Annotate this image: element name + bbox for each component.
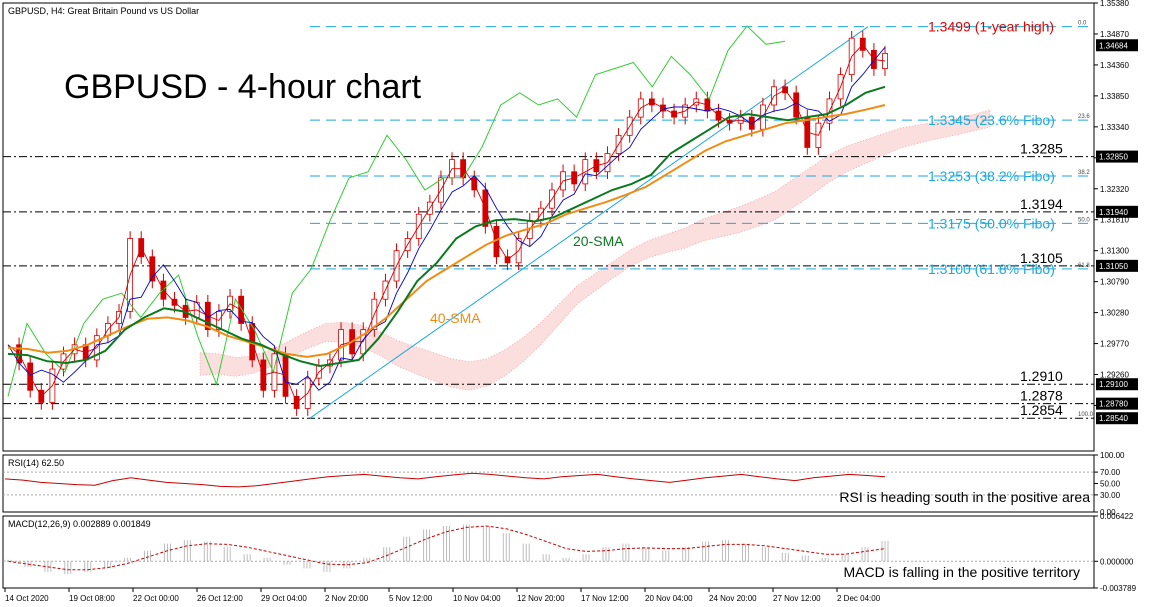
macd-panel-frame xyxy=(2,515,1095,589)
time-axis-label: 19 Oct 08:00 xyxy=(69,594,115,603)
price-tag-label: 1.28780 xyxy=(1099,400,1128,409)
price-axis-label: 1.30280 xyxy=(1100,309,1129,318)
support-level-label: 1.2910 xyxy=(1020,368,1063,384)
time-axis-label: 2 Dec 04:00 xyxy=(837,594,881,603)
fibo-level-label: 1.3499 (1-year high) xyxy=(928,19,1054,35)
macd-title: MACD(12,26,9) 0.002889 0.001849 xyxy=(8,519,151,529)
price-tag-label: 1.34684 xyxy=(1099,41,1128,50)
price-tag-box xyxy=(1096,39,1138,52)
price-tag-label: 1.28540 xyxy=(1099,414,1128,423)
time-axis-label: 27 Nov 12:00 xyxy=(773,594,821,603)
fibo-level-label: 1.3345 (23.6% Fibo) xyxy=(928,112,1055,128)
price-tag-box xyxy=(1096,205,1138,218)
fibo-ratio-tag: 100.0 xyxy=(1078,412,1094,418)
price-axis-label: 1.33340 xyxy=(1100,123,1129,132)
price-tag-box xyxy=(1096,378,1138,391)
symbol-header: GBPUSD, H4: Great Britain Pound vs US Do… xyxy=(8,6,199,16)
sma40-line xyxy=(7,104,886,358)
macd-axis-label: 0.006422 xyxy=(1100,512,1134,521)
price-axis-label: 1.31810 xyxy=(1100,216,1129,225)
fibo-ratio-tag: 38.2 xyxy=(1078,170,1090,176)
support-level-label: 1.2878 xyxy=(1020,388,1063,404)
price-axis-label: 1.34360 xyxy=(1100,61,1129,70)
price-tag-label: 1.31940 xyxy=(1099,208,1128,217)
time-axis-label: 29 Oct 04:00 xyxy=(261,594,307,603)
fibo-ratio-tag: 0.0 xyxy=(1078,21,1087,27)
price-axis-label: 1.34870 xyxy=(1100,30,1129,39)
price-axis-label: 1.29260 xyxy=(1100,371,1129,380)
rsi-note: RSI is heading south in the positive are… xyxy=(839,489,1090,505)
price-tag-box xyxy=(1096,150,1138,163)
price-axis-label: 1.30790 xyxy=(1100,278,1129,287)
support-level-label: 1.3194 xyxy=(1020,196,1063,212)
macd-note: MACD is falling in the positive territor… xyxy=(843,564,1080,580)
time-axis-label: 5 Nov 12:00 xyxy=(389,594,433,603)
fibo-level-label: 1.3253 (38.2% Fibo) xyxy=(928,168,1055,184)
time-axis-label: 26 Oct 12:00 xyxy=(197,594,243,603)
fibo-ratio-tag: 61.8 xyxy=(1078,263,1090,269)
sma20-line xyxy=(7,85,886,368)
time-axis-label: 20 Nov 04:00 xyxy=(645,594,693,603)
time-axis-label: 14 Oct 2020 xyxy=(5,594,49,603)
time-axis-label: 17 Nov 12:00 xyxy=(581,594,629,603)
rsi-axis-label: 100.00 xyxy=(1100,451,1125,460)
ichimoku-cloud xyxy=(199,109,991,391)
horizontal-levels: 1.3499 (1-year high) 0.0 1.3345 (23.6% Fib… xyxy=(3,19,1094,419)
axes: 1.35380 1.34870 1.34360 1.33850 1.33340 1.328… xyxy=(3,0,1138,603)
price-axis-label: 1.31300 xyxy=(1100,247,1129,256)
price-tag-box xyxy=(1096,412,1138,425)
ichimoku-cloud-area xyxy=(199,109,991,391)
rsi-axis-label: 0.00 xyxy=(1100,508,1116,517)
price-tag-box xyxy=(1096,397,1138,410)
time-axis-label: 24 Nov 20:00 xyxy=(709,594,757,603)
rsi-title: RSI(14) 62.50 xyxy=(8,458,64,468)
chart-big-title: GBPUSD - 4-hour chart xyxy=(64,68,422,106)
sma20-annotation: 20-SMA xyxy=(573,233,624,249)
price-axis-label: 1.32320 xyxy=(1100,185,1129,194)
price-axis-label: 1.29770 xyxy=(1100,340,1129,349)
sma40-annotation: 40-SMA xyxy=(430,310,481,326)
rsi-line xyxy=(4,472,886,488)
fibo-level-label: 1.3175 (50.0% Fibo) xyxy=(928,215,1055,231)
price-panel-frame xyxy=(2,2,1095,452)
price-axis-label: 1.35380 xyxy=(1100,0,1129,8)
rsi-axis-label: 30.00 xyxy=(1100,491,1121,500)
price-tag-label: 1.29100 xyxy=(1099,380,1128,389)
support-level-label: 1.2854 xyxy=(1020,402,1063,418)
fibo-ratio-tag: 50.0 xyxy=(1078,217,1090,223)
rsi-series xyxy=(4,472,886,488)
time-axis-label: 2 Nov 20:00 xyxy=(325,594,369,603)
time-axis-label: 12 Nov 20:00 xyxy=(517,594,565,603)
macd-signal-line xyxy=(7,525,886,571)
price-tag-label: 1.32850 xyxy=(1099,153,1128,162)
fibo-ratio-tag: 23.6 xyxy=(1078,114,1090,120)
rsi-axis-label: 70.00 xyxy=(1100,468,1121,477)
support-level-label: 1.3105 xyxy=(1020,250,1063,266)
chikou-span-line xyxy=(7,25,786,397)
macd-axis-label: 0.000000 xyxy=(1100,557,1134,566)
support-level-label: 1.3285 xyxy=(1020,141,1063,157)
fibo-level-label: 1.3100 (61.8% Fibo) xyxy=(928,261,1055,277)
macd-axis-label: -0.003789 xyxy=(1100,584,1137,593)
price-tag-box xyxy=(1096,259,1138,272)
tenkan-line xyxy=(7,43,886,404)
indicator-lines: 20-SMA 40-SMA xyxy=(7,25,886,404)
price-tag-label: 1.31050 xyxy=(1099,262,1128,271)
macd-series xyxy=(4,524,889,574)
rsi-axis-label: 50.00 xyxy=(1100,480,1121,489)
time-axis-label: 22 Oct 00:00 xyxy=(133,594,179,603)
price-axis-label: 1.33850 xyxy=(1100,92,1129,101)
time-axis-label: 10 Nov 04:00 xyxy=(453,594,501,603)
